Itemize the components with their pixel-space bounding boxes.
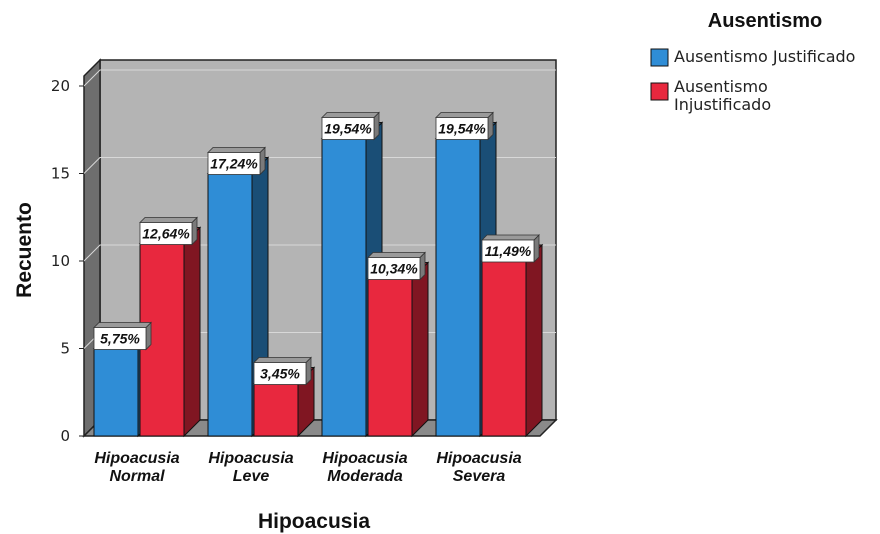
data-label-box — [367, 257, 421, 280]
data-label-shadow — [321, 112, 380, 118]
legend-item-justificado: Ausentismo Justificado — [650, 47, 855, 67]
y-tick-label: 15 — [51, 165, 70, 183]
bar-front — [321, 138, 367, 437]
y-tick-label: 10 — [51, 252, 70, 270]
bar-front — [367, 278, 413, 437]
legend-title: Ausentismo — [708, 10, 822, 32]
data-label-shadow — [367, 252, 426, 258]
data-label-shadow — [139, 217, 198, 223]
legend-label-line: Ausentismo Justificado — [674, 47, 855, 66]
x-category-label: Hipoacusia Severa — [436, 450, 521, 485]
y-tick-label: 0 — [60, 427, 70, 445]
bar-front — [207, 173, 253, 437]
x-category-label-line: Hipoacusia — [94, 450, 179, 467]
y-axis-title: Recuento — [13, 202, 36, 298]
data-label-text: 19,54% — [438, 121, 486, 137]
data-label-box — [93, 327, 147, 350]
data-label-box — [435, 117, 489, 140]
y-axis-ticks: 0 5 10 15 20 — [51, 77, 84, 445]
y-tick-label: 5 — [60, 340, 70, 358]
data-label-text: 12,64% — [142, 226, 190, 242]
data-label-box — [481, 239, 535, 263]
x-category-label-line: Hipoacusia — [322, 450, 407, 467]
legend: Ausentismo Ausentismo Justificado Ausenti… — [650, 10, 855, 114]
x-category-label-line: Hipoacusia — [208, 450, 293, 467]
data-label-text: 11,49% — [485, 243, 532, 259]
x-category-label: Hipoacusia Normal — [94, 450, 179, 485]
bar-front — [253, 383, 299, 437]
bar-side — [411, 261, 429, 438]
data-label: 12,64% — [139, 216, 198, 246]
data-label: 19,54% — [435, 111, 494, 141]
x-category-label-line: Severa — [453, 468, 506, 485]
legend-label-line: Injustificado — [674, 95, 771, 114]
gridline — [83, 157, 556, 174]
data-label-text: 17,24% — [210, 156, 258, 172]
data-label-shadow — [207, 147, 266, 153]
legend-label: Ausentismo Injustificado — [674, 77, 771, 114]
x-category-label: Hipoacusia Moderada — [322, 450, 407, 485]
x-category-label-line: Hipoacusia — [436, 450, 521, 467]
legend-label-line: Ausentismo — [674, 77, 768, 96]
data-label-shadow — [253, 357, 312, 363]
legend-label: Ausentismo Justificado — [674, 47, 855, 66]
data-label-text: 19,54% — [324, 121, 372, 137]
data-label: 11,49% — [481, 234, 540, 263]
data-labels: 5,75% 12,64% 17,24% 3,45% 19,54% 10,34% 19,54%… — [93, 111, 540, 386]
bar-injustificado-3 — [366, 261, 430, 438]
data-label-box — [139, 222, 193, 245]
data-label-text: 5,75% — [100, 331, 140, 347]
data-label-shadow — [435, 112, 494, 118]
bar-front — [435, 138, 481, 437]
legend-swatch — [650, 82, 669, 101]
data-label: 3,45% — [253, 356, 312, 386]
data-label: 5,75% — [93, 321, 152, 351]
bar-front — [481, 260, 527, 437]
data-label-text: 3,45% — [260, 366, 300, 382]
data-label: 17,24% — [207, 146, 266, 176]
x-category-label-line: Normal — [109, 468, 165, 485]
data-label-shadow — [481, 234, 540, 241]
bar-side — [183, 226, 201, 438]
y-tick-label: 20 — [51, 77, 70, 95]
gridline — [83, 69, 556, 87]
legend-item-injustificado: Ausentismo Injustificado — [650, 77, 771, 114]
x-category-label: Hipoacusia Leve — [208, 450, 293, 485]
bar-side — [525, 243, 543, 438]
data-label-box — [321, 117, 375, 140]
data-label-box — [207, 152, 261, 175]
bar-injustificado-4 — [480, 243, 544, 438]
x-category-label-line: Leve — [233, 468, 270, 485]
x-category-label-line: Moderada — [327, 468, 403, 485]
x-axis-title: Hipoacusia — [258, 510, 370, 533]
data-label-shadow — [93, 322, 152, 328]
data-label-box — [253, 362, 307, 385]
gridline — [83, 244, 556, 262]
data-label: 19,54% — [321, 111, 380, 141]
legend-swatch — [650, 48, 669, 67]
data-label-text: 10,34% — [370, 261, 418, 277]
bar-front — [93, 348, 139, 437]
data-label: 10,34% — [367, 251, 426, 281]
